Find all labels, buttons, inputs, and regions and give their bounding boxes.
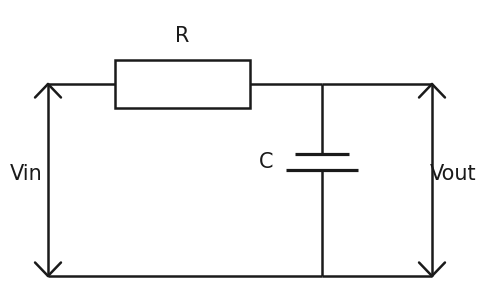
Text: Vout: Vout <box>430 164 477 184</box>
Bar <box>115 60 250 108</box>
Text: C: C <box>259 152 274 172</box>
Text: R: R <box>175 26 190 46</box>
Text: Vin: Vin <box>10 164 43 184</box>
